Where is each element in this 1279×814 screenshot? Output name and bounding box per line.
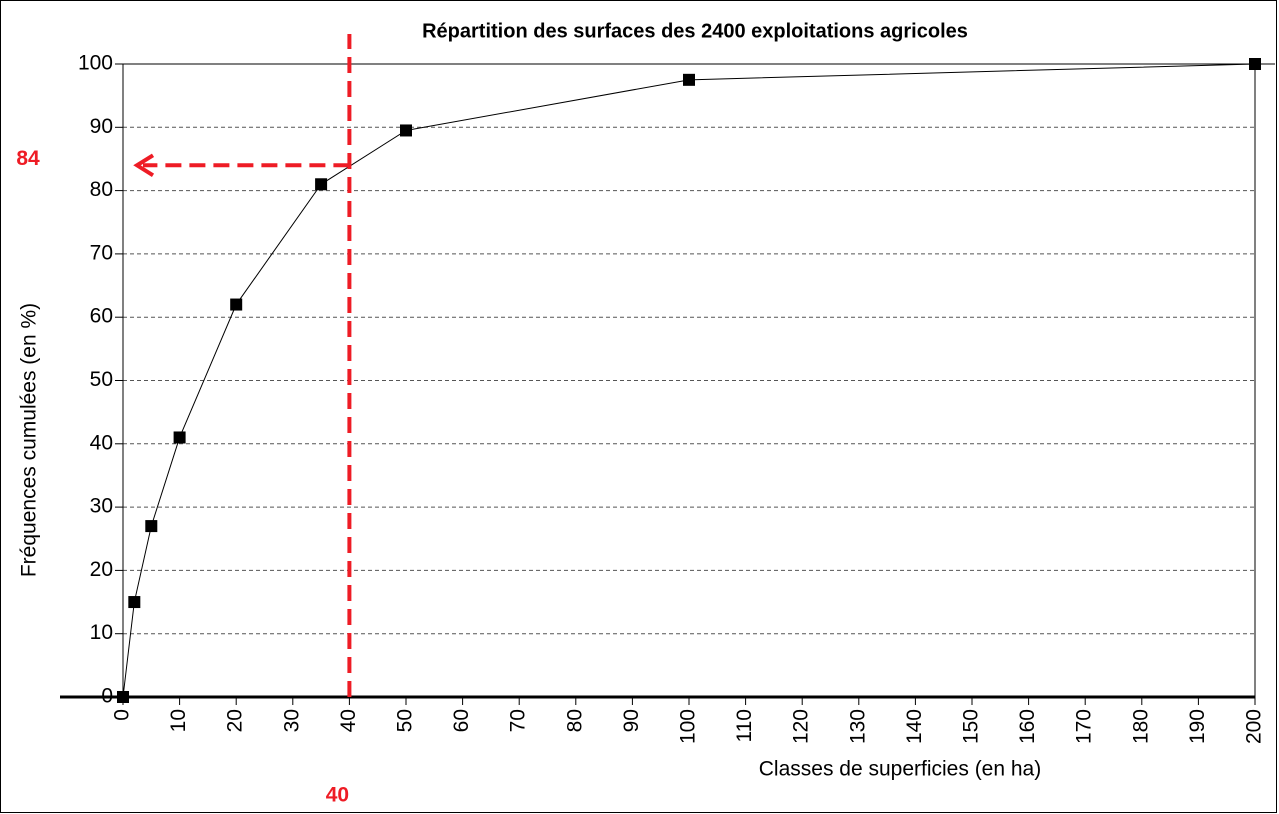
data-point — [683, 73, 695, 86]
data-point — [117, 691, 129, 703]
x-tick-label: 50 — [394, 709, 417, 732]
y-tick-label: 10 — [90, 621, 113, 644]
x-tick-label: 190 — [1186, 709, 1209, 744]
reference-y-label: 84 — [16, 147, 40, 170]
y-tick-label: 50 — [90, 368, 113, 391]
y-tick-label: 100 — [78, 52, 113, 75]
data-point — [315, 178, 328, 191]
x-tick-label: 70 — [507, 709, 530, 732]
reference-arrow — [133, 153, 155, 177]
x-tick-label: 140 — [903, 709, 926, 744]
chart-title: Répartition des surfaces des 2400 exploi… — [422, 20, 968, 42]
data-point — [230, 298, 243, 311]
x-tick-label: 40 — [337, 709, 360, 732]
y-tick-label: 40 — [90, 431, 113, 454]
y-tick-label: 80 — [90, 178, 113, 201]
x-tick-label: 130 — [846, 709, 869, 744]
x-tick-label: 80 — [563, 709, 586, 732]
x-tick-label: 10 — [167, 709, 190, 732]
y-tick-label: 60 — [90, 305, 113, 328]
x-tick-label: 180 — [1129, 709, 1152, 744]
x-tick-label: 20 — [224, 709, 247, 732]
x-tick-label: 100 — [677, 709, 700, 744]
data-point — [128, 596, 141, 609]
x-tick-label: 150 — [960, 709, 983, 744]
data-point — [145, 520, 158, 533]
x-tick-label: 0 — [111, 709, 134, 721]
y-tick-label: 30 — [90, 495, 113, 518]
x-tick-label: 90 — [620, 709, 643, 732]
x-tick-label: 120 — [790, 709, 813, 744]
x-tick-label: 160 — [1016, 709, 1039, 744]
data-point — [173, 431, 186, 444]
x-tick-label: 110 — [733, 709, 756, 742]
data-point — [1249, 58, 1261, 70]
x-axis-label: Classes de superficies (en ha) — [759, 758, 1041, 781]
y-tick-label: 70 — [90, 241, 113, 264]
y-tick-label: 90 — [90, 115, 113, 138]
x-tick-label: 200 — [1243, 709, 1266, 744]
y-axis-label: Fréquences cumulées (en %) — [18, 303, 41, 577]
x-tick-label: 170 — [1073, 709, 1096, 744]
x-tick-label: 30 — [280, 709, 303, 732]
data-point — [400, 124, 412, 137]
x-tick-label: 60 — [450, 709, 473, 732]
y-tick-label: 20 — [90, 558, 113, 581]
reference-x-label: 40 — [326, 784, 349, 807]
